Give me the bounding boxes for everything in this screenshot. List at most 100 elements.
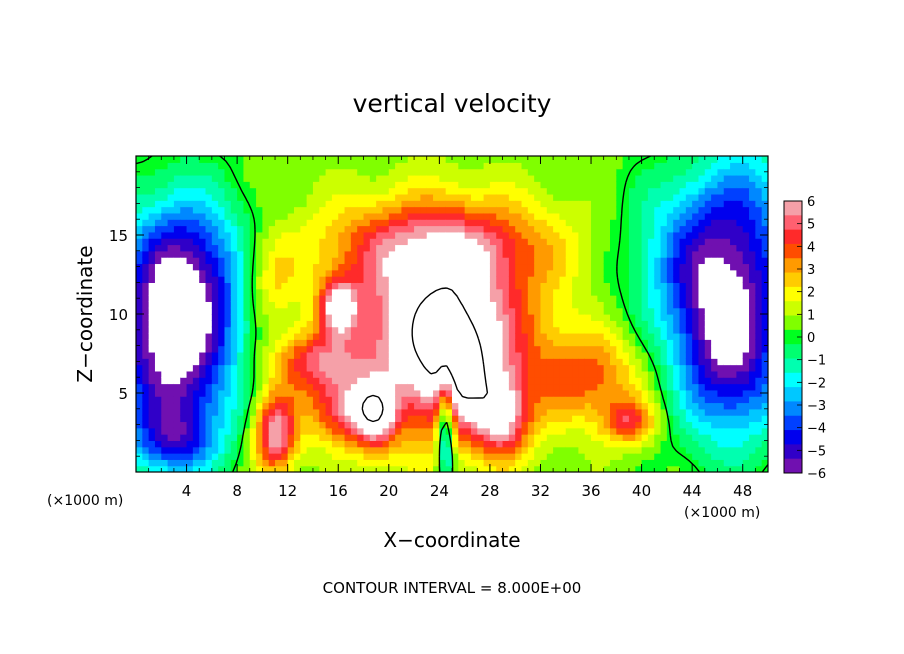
- heatmap-cell: [470, 282, 478, 290]
- heatmap-cell: [477, 307, 485, 315]
- heatmap-cell: [452, 225, 459, 233]
- heatmap-cell: [673, 459, 681, 467]
- heatmap-cell: [730, 389, 737, 397]
- heatmap-cell: [218, 295, 226, 302]
- heatmap-cell: [287, 396, 295, 404]
- heatmap-cell: [458, 427, 466, 435]
- heatmap-cell: [736, 408, 744, 416]
- heatmap-cell: [572, 174, 579, 182]
- heatmap-cell: [458, 288, 466, 296]
- heatmap-cell: [243, 212, 251, 220]
- heatmap-cell: [660, 427, 668, 435]
- heatmap-cell: [540, 174, 548, 182]
- heatmap-cell: [136, 415, 143, 423]
- heatmap-cell: [527, 295, 535, 302]
- heatmap-cell: [647, 225, 655, 233]
- heatmap-cell: [199, 396, 207, 404]
- heatmap-cell: [698, 282, 706, 290]
- heatmap-cell: [723, 453, 731, 460]
- heatmap-cell: [685, 174, 693, 182]
- heatmap-cell: [647, 351, 655, 359]
- heatmap-cell: [230, 402, 238, 410]
- heatmap-cell: [711, 421, 719, 429]
- heatmap-cell: [464, 181, 472, 189]
- heatmap-cell: [578, 174, 586, 182]
- heatmap-cell: [660, 370, 668, 378]
- heatmap-cell: [300, 174, 308, 182]
- heatmap-cell: [357, 257, 365, 265]
- heatmap-cell: [628, 307, 636, 315]
- heatmap-cell: [319, 263, 327, 271]
- heatmap-cell: [243, 288, 251, 296]
- heatmap-cell: [477, 339, 485, 347]
- heatmap-cell: [553, 250, 561, 258]
- heatmap-cell: [414, 168, 421, 176]
- heatmap-cell: [508, 231, 516, 239]
- heatmap-cell: [401, 162, 409, 170]
- heatmap-cell: [249, 206, 257, 214]
- heatmap-cell: [698, 364, 706, 372]
- heatmap-cell: [565, 269, 573, 277]
- heatmap-cell: [584, 257, 592, 265]
- heatmap-cell: [369, 156, 377, 163]
- heatmap-cell: [635, 320, 643, 328]
- heatmap-cell: [350, 339, 358, 347]
- heatmap-cell: [742, 446, 750, 454]
- heatmap-cell: [205, 206, 213, 214]
- heatmap-cell: [527, 231, 535, 239]
- heatmap-cell: [350, 332, 358, 340]
- heatmap-cell: [616, 276, 624, 283]
- heatmap-cell: [401, 187, 409, 195]
- heatmap-cell: [666, 250, 674, 258]
- heatmap-cell: [458, 238, 466, 246]
- heatmap-cell: [154, 351, 162, 359]
- heatmap-cell: [742, 200, 750, 208]
- heatmap-cell: [717, 288, 725, 296]
- heatmap-cell: [521, 383, 529, 391]
- heatmap-cell: [439, 377, 447, 385]
- heatmap-cell: [331, 193, 339, 201]
- heatmap-cell: [736, 427, 744, 435]
- heatmap-cell: [559, 415, 567, 423]
- heatmap-cell: [559, 459, 567, 467]
- heatmap-cell: [749, 269, 756, 277]
- heatmap-cell: [395, 440, 403, 448]
- heatmap-cell: [388, 225, 396, 233]
- heatmap-cell: [755, 301, 763, 309]
- heatmap-cell: [742, 326, 750, 334]
- heatmap-cell: [584, 389, 592, 397]
- heatmap-cell: [597, 206, 605, 214]
- heatmap-cell: [338, 206, 346, 214]
- heatmap-cell: [306, 295, 314, 302]
- heatmap-cell: [426, 238, 434, 246]
- heatmap-cell: [673, 250, 681, 258]
- heatmap-cell: [515, 156, 523, 163]
- heatmap-cell: [344, 282, 352, 290]
- heatmap-cell: [256, 421, 263, 429]
- heatmap-cell: [470, 345, 478, 353]
- heatmap-cell: [534, 225, 542, 233]
- heatmap-cell: [407, 257, 415, 265]
- heatmap-cell: [395, 263, 403, 271]
- heatmap-cell: [249, 358, 257, 366]
- heatmap-cell: [628, 269, 636, 277]
- heatmap-cell: [268, 269, 276, 277]
- heatmap-cell: [666, 282, 674, 290]
- heatmap-cell: [540, 421, 548, 429]
- heatmap-cell: [477, 415, 485, 423]
- heatmap-cell: [256, 326, 263, 334]
- heatmap-cell: [363, 238, 371, 246]
- heatmap-cell: [622, 408, 630, 416]
- heatmap-cell: [243, 396, 251, 404]
- heatmap-cell: [243, 269, 251, 277]
- heatmap-cell: [749, 326, 756, 334]
- heatmap-cell: [224, 421, 232, 429]
- heatmap-cell: [281, 440, 289, 448]
- heatmap-cell: [344, 288, 352, 296]
- heatmap-cell: [698, 257, 706, 265]
- heatmap-cell: [249, 326, 257, 334]
- heatmap-cell: [180, 332, 188, 340]
- heatmap-cell: [275, 440, 282, 448]
- heatmap-cell: [218, 427, 226, 435]
- heatmap-cell: [300, 446, 308, 454]
